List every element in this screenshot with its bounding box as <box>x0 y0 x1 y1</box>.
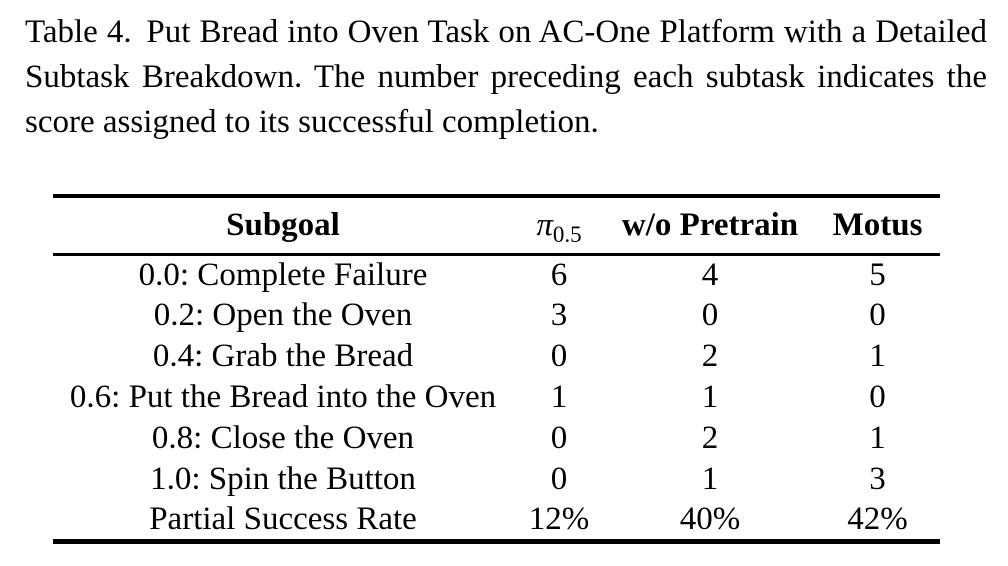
cell-subgoal: 1.0: Spin the Button <box>150 461 416 497</box>
cell-motus: 0 <box>869 379 886 415</box>
cell-motus: 3 <box>869 461 886 497</box>
cell-motus: 1 <box>869 338 886 374</box>
cell-wo-pretrain: 1 <box>701 461 719 497</box>
cell-subgoal: 0.2: Open the Oven <box>153 297 413 333</box>
header-wo-pretrain: w/o Pretrain <box>605 196 815 256</box>
cell-pi05: 0 <box>550 338 568 374</box>
table-caption-text: Put Bread into Oven Task on AC-One Platf… <box>25 14 987 140</box>
table-row: Partial Success Rate 12% 40% 42% <box>53 500 940 541</box>
table-row: 0.0: Complete Failure 6 4 5 <box>53 254 940 295</box>
pi-symbol: π <box>536 206 553 243</box>
cell-subgoal: 0.4: Grab the Bread <box>152 338 414 374</box>
cell-pi05: 12% <box>528 500 590 537</box>
cell-wo-pretrain: 0 <box>701 297 719 333</box>
table-row: 0.4: Grab the Bread 0 2 1 <box>53 336 940 377</box>
table-header-row: Subgoal π0.5 w/o Pretrain Motus <box>53 196 940 256</box>
cell-pi05: 1 <box>550 379 568 415</box>
table-row: 0.8: Close the Oven 0 2 1 <box>53 418 940 459</box>
cell-pi05: 6 <box>550 256 568 293</box>
cell-subgoal: 0.8: Close the Oven <box>151 420 415 456</box>
cell-motus: 0 <box>869 297 886 333</box>
cell-motus: 5 <box>869 256 886 293</box>
header-subgoal: Subgoal <box>53 196 513 256</box>
table-row: 0.2: Open the Oven 3 0 0 <box>53 295 940 336</box>
cell-subgoal: 0.6: Put the Bread into the Oven <box>69 379 497 415</box>
cell-pi05: 0 <box>550 461 568 497</box>
table-caption-label: Table 4. <box>25 14 132 50</box>
table-caption: Table 4. Put Bread into Oven Task on AC-O… <box>25 10 987 145</box>
cell-subgoal: Partial Success Rate <box>149 500 417 537</box>
cell-motus: 1 <box>869 420 886 456</box>
cell-wo-pretrain: 4 <box>701 256 719 293</box>
table-head: Subgoal π0.5 w/o Pretrain Motus <box>53 196 940 256</box>
cell-subgoal: 0.0: Complete Failure <box>138 256 428 293</box>
table-row: 0.6: Put the Bread into the Oven 1 1 0 <box>53 377 940 418</box>
cell-wo-pretrain: 40% <box>679 500 741 537</box>
cell-motus: 42% <box>847 500 908 537</box>
header-pi05: π0.5 <box>513 196 605 256</box>
cell-wo-pretrain: 2 <box>701 338 719 374</box>
cell-pi05: 0 <box>550 420 568 456</box>
cell-wo-pretrain: 1 <box>701 379 719 415</box>
table-row: 1.0: Spin the Button 0 1 3 <box>53 459 940 500</box>
header-motus: Motus <box>815 196 940 256</box>
pi-subscript: 0.5 <box>552 221 582 247</box>
cell-wo-pretrain: 2 <box>701 420 719 456</box>
table-body: 0.0: Complete Failure 6 4 5 0.2: Open th… <box>53 254 940 541</box>
subtask-results-table: Subgoal π0.5 w/o Pretrain Motus 0.0: Com… <box>53 194 940 544</box>
cell-pi05: 3 <box>550 297 568 333</box>
